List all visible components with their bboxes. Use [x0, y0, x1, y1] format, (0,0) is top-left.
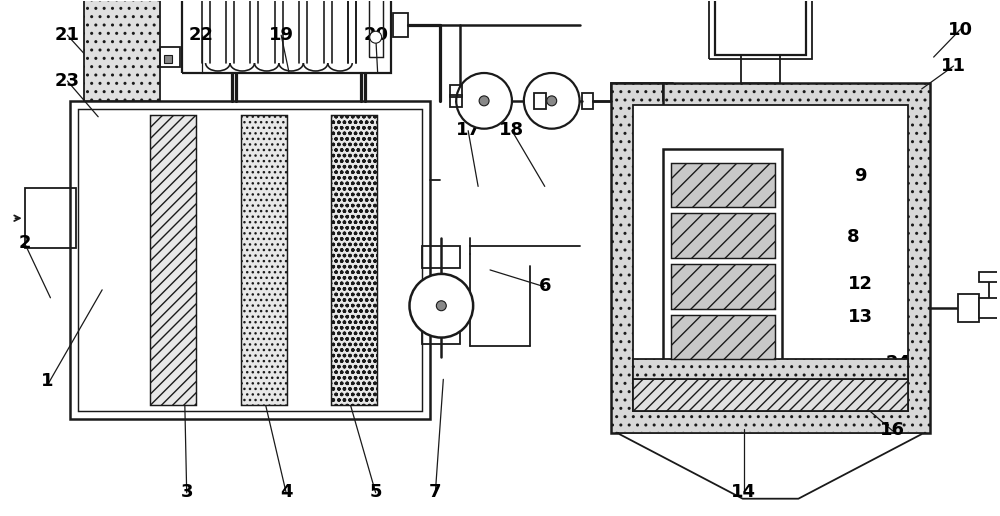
Bar [633, 360, 908, 379]
Text: 5: 5 [369, 482, 382, 501]
Bar [671, 264, 775, 309]
Bar [709, 0, 812, 59]
Bar [70, 101, 430, 419]
Text: 17: 17 [456, 121, 481, 139]
Bar [84, 0, 160, 101]
Bar [534, 93, 546, 109]
Text: 15: 15 [880, 388, 905, 406]
Bar [671, 163, 775, 207]
Bar [150, 115, 196, 405]
Circle shape [409, 274, 473, 337]
Bar [164, 55, 172, 63]
Circle shape [436, 301, 446, 311]
Text: 21: 21 [55, 26, 80, 44]
Bar [979, 272, 1000, 282]
Bar [450, 85, 462, 97]
Bar [633, 105, 908, 411]
Text: 12: 12 [848, 275, 873, 293]
Text: 11: 11 [941, 57, 966, 74]
Bar [715, 0, 806, 55]
Text: 20: 20 [363, 26, 388, 44]
Circle shape [479, 96, 489, 106]
Text: 24: 24 [885, 354, 910, 372]
Bar [671, 315, 775, 360]
Bar [958, 294, 979, 321]
Bar [422, 321, 460, 344]
Bar [450, 95, 462, 107]
Bar [741, 55, 780, 83]
Circle shape [547, 96, 557, 106]
Text: 2: 2 [18, 234, 31, 252]
Circle shape [524, 73, 580, 128]
Bar [663, 149, 782, 367]
Bar [369, 0, 383, 57]
Text: 23: 23 [55, 72, 80, 90]
Text: 13: 13 [848, 308, 873, 326]
Circle shape [456, 73, 512, 128]
Bar [422, 246, 460, 268]
Bar [182, 0, 391, 73]
Bar [671, 213, 775, 258]
Text: 1: 1 [41, 372, 54, 390]
Bar [633, 379, 908, 411]
Bar [582, 93, 593, 109]
Text: 10: 10 [948, 21, 973, 39]
Bar [698, 367, 748, 388]
Text: 8: 8 [847, 229, 859, 247]
Text: 4: 4 [280, 482, 292, 501]
Text: 7: 7 [429, 482, 442, 501]
Text: 14: 14 [731, 482, 756, 501]
Text: 3: 3 [180, 482, 193, 501]
Text: 18: 18 [499, 121, 524, 139]
Bar [393, 13, 408, 37]
Polygon shape [617, 433, 924, 498]
Bar [979, 298, 1000, 318]
Text: 6: 6 [539, 277, 551, 295]
Bar [705, 388, 741, 401]
Text: 22: 22 [189, 26, 214, 44]
Text: 9: 9 [854, 167, 866, 185]
Text: 19: 19 [269, 26, 294, 44]
Bar [611, 83, 930, 433]
Bar [78, 109, 422, 411]
Bar [25, 188, 76, 248]
Bar [160, 47, 180, 67]
Text: 16: 16 [880, 421, 905, 439]
Circle shape [370, 31, 382, 43]
Bar [241, 115, 287, 405]
Bar [331, 115, 377, 405]
